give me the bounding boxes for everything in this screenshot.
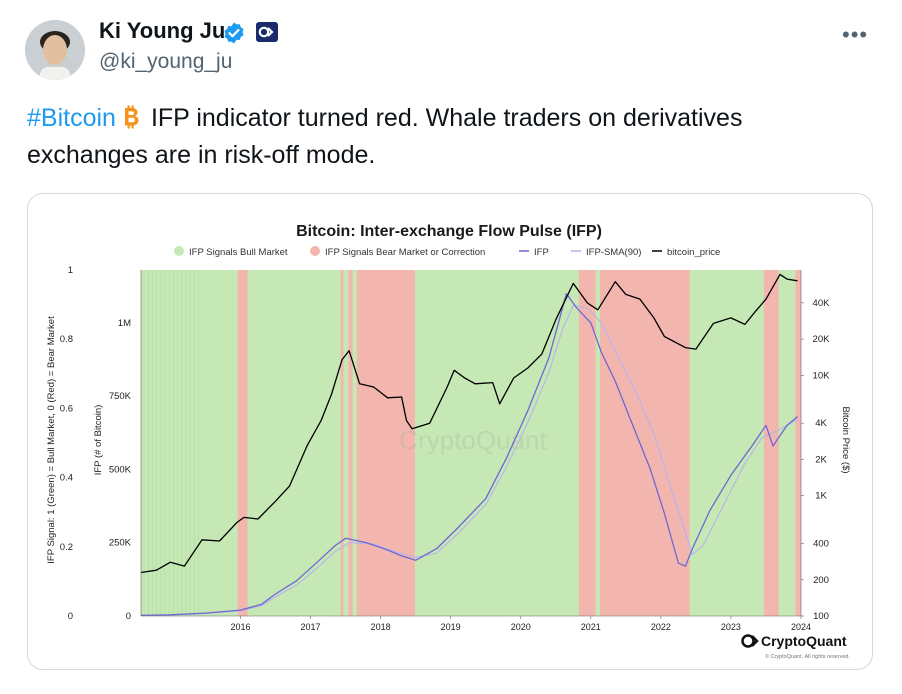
signal-tick-label: 1 xyxy=(68,265,73,276)
ifp-line xyxy=(140,292,798,617)
price-axis-label: Bitcoin Price ($) xyxy=(840,406,851,473)
cryptoquant-logo-icon xyxy=(741,634,759,648)
cryptoquant-brand: CryptoQuant xyxy=(761,633,847,649)
chart-watermark: CryptoQuant xyxy=(399,425,547,455)
bull-region xyxy=(141,270,801,616)
verified-badge-icon xyxy=(224,22,244,44)
price-tick-label: 1K xyxy=(815,491,827,502)
ifp-tick-label: 500K xyxy=(109,464,132,475)
bear-region xyxy=(763,270,779,616)
ifp-tick-label: 1M xyxy=(118,318,131,329)
price-tick-label: 200 xyxy=(813,575,829,586)
ifp-tick-label: 750K xyxy=(109,391,132,402)
ifp-axis-label: IFP (# of Bitcoin) xyxy=(93,405,104,476)
price-tick-label: 4K xyxy=(815,418,827,429)
x-tick-label: 2023 xyxy=(721,622,741,632)
affiliate-logo-icon[interactable] xyxy=(256,22,278,42)
bear-region xyxy=(237,270,248,616)
price-tick-label: 40K xyxy=(813,298,831,309)
signal-tick-label: 0.4 xyxy=(60,473,73,484)
media-card[interactable]: Bitcoin: Inter-exchange Flow Pulse (IFP)… xyxy=(27,193,873,670)
price-tick-label: 100 xyxy=(813,611,829,622)
copyright-note: © CryptoQuant. All rights reserved. xyxy=(765,653,851,660)
chart-title: Bitcoin: Inter-exchange Flow Pulse (IFP) xyxy=(296,223,602,240)
ifp-sma-line xyxy=(140,304,798,617)
author-handle[interactable]: @ki_young_ju xyxy=(99,50,233,73)
signal-tick-label: 0.6 xyxy=(60,403,73,414)
x-tick-label: 2016 xyxy=(230,622,250,632)
signal-tick-label: 0.8 xyxy=(60,334,73,345)
author-avatar[interactable] xyxy=(25,20,85,80)
legend-label: bitcoin_price xyxy=(667,247,720,258)
x-tick-label: 2022 xyxy=(651,622,671,632)
author-name[interactable]: Ki Young Ju xyxy=(99,18,226,43)
x-tick-label: 2021 xyxy=(581,622,601,632)
legend-label: IFP Signals Bear Market or Correction xyxy=(325,247,485,258)
x-tick-label: 2019 xyxy=(441,622,461,632)
ifp-chart: Bitcoin: Inter-exchange Flow Pulse (IFP)… xyxy=(46,223,851,660)
x-tick-label: 2017 xyxy=(301,622,321,632)
more-options-icon[interactable]: ••• xyxy=(842,22,869,47)
bear-region xyxy=(348,270,353,616)
signal-tick-label: 0 xyxy=(68,611,73,622)
legend-label: IFP xyxy=(534,247,549,258)
signal-tick-label: 0.2 xyxy=(60,542,73,553)
bear-region xyxy=(578,270,596,616)
legend-label: IFP-SMA(90) xyxy=(586,247,641,258)
bitcoin-price-line xyxy=(140,273,798,574)
tweet-body: IFP indicator turned red. Whale traders … xyxy=(27,104,743,169)
chart-legend: IFP Signals Bull Market IFP Signals Bear … xyxy=(174,246,720,258)
x-tick-label: 2020 xyxy=(511,622,531,632)
price-tick-label: 20K xyxy=(813,334,831,345)
hashtag-link[interactable]: #Bitcoin xyxy=(27,104,116,132)
ifp-tick-label: 0 xyxy=(126,611,131,622)
price-tick-label: 10K xyxy=(813,370,831,381)
bear-region xyxy=(356,270,415,616)
signal-regions xyxy=(141,270,801,616)
price-tick-label: 400 xyxy=(813,539,829,550)
bear-region xyxy=(599,270,690,616)
x-tick-label: 2024 xyxy=(791,622,811,632)
bitcoin-emoji-icon xyxy=(124,105,139,129)
avatar-portrait xyxy=(25,20,85,80)
chart-axes: 1 0.8 0.6 0.4 0.2 0 1M 750K 500K 250K 0 40K 20K 10K 4K… xyxy=(60,265,830,632)
legend-swatch xyxy=(174,246,184,256)
series-lines xyxy=(140,273,798,617)
price-tick-label: 2K xyxy=(815,454,827,465)
tweet-text: #Bitcoin IFP indicator turned red. Whale … xyxy=(27,100,857,174)
bear-region xyxy=(795,270,801,616)
ifp-tick-label: 250K xyxy=(109,538,132,549)
legend-swatch xyxy=(310,246,320,256)
legend-label: IFP Signals Bull Market xyxy=(189,247,288,258)
signal-axis-label: IFP Signal: 1 (Green) = Bull Market, 0 (… xyxy=(46,316,57,564)
bear-region xyxy=(340,270,344,616)
x-tick-label: 2018 xyxy=(371,622,391,632)
